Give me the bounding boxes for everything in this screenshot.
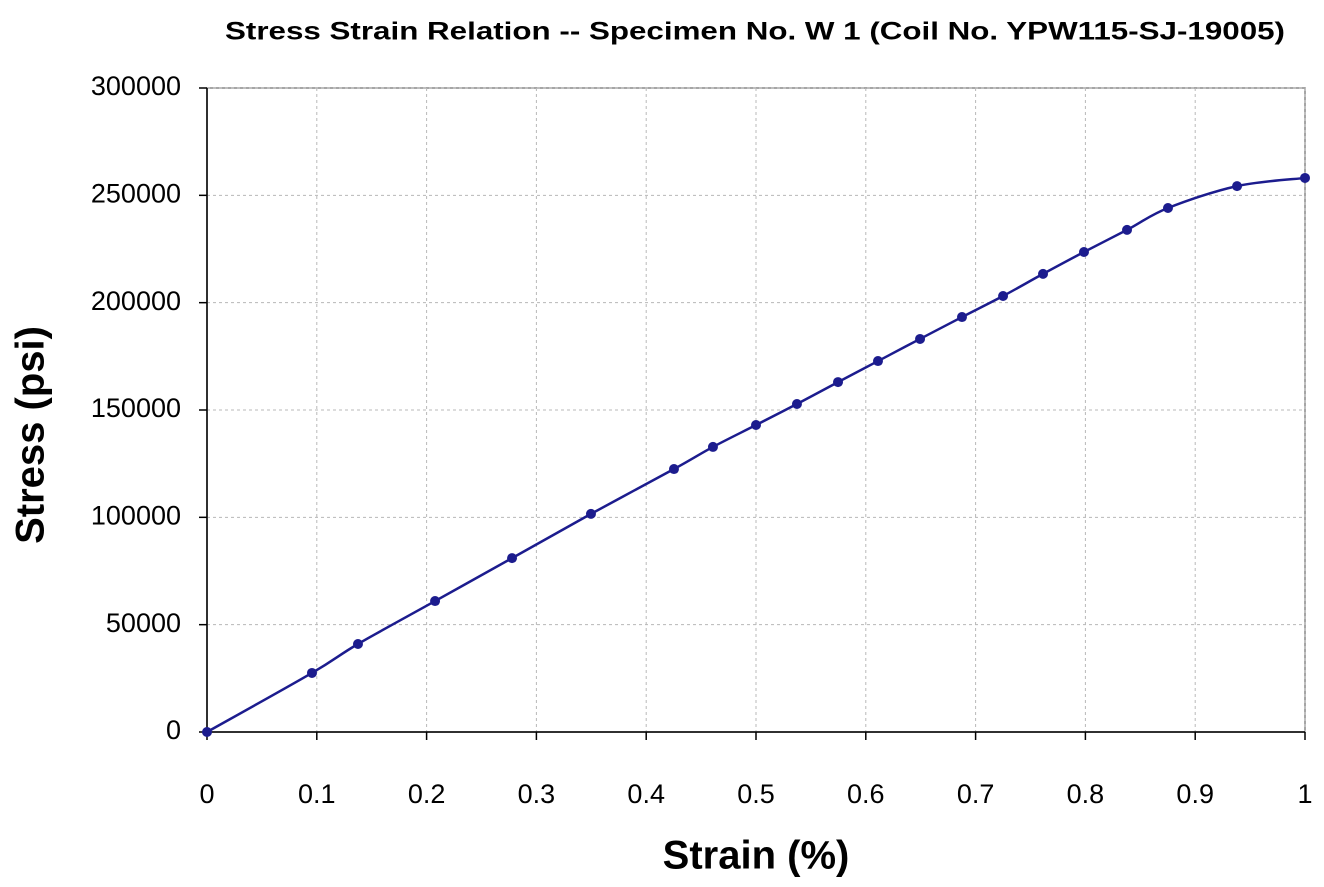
- data-point: [668, 464, 679, 475]
- data-point: [1162, 202, 1173, 213]
- data-point: [751, 420, 761, 431]
- x-tick-label: 0.2: [408, 779, 446, 809]
- y-tick-label: 100000: [91, 500, 181, 530]
- data-point: [833, 377, 844, 388]
- x-tick-label: 0.9: [1176, 779, 1214, 809]
- data-point: [202, 727, 212, 737]
- x-tick-label: 0.7: [957, 779, 995, 809]
- x-tick-label: 0.3: [518, 779, 556, 809]
- y-tick-label: 0: [166, 715, 181, 745]
- x-tick-label: 0.8: [1067, 779, 1105, 809]
- chart-title: Stress Strain Relation -- Specimen No. W…: [225, 18, 1285, 46]
- x-axis-label: Strain (%): [663, 834, 850, 878]
- y-tick-label: 50000: [106, 608, 181, 638]
- data-point: [306, 667, 317, 678]
- data-point: [707, 441, 718, 452]
- data-point: [956, 312, 967, 323]
- data-point: [915, 333, 926, 344]
- data-point: [1078, 247, 1089, 258]
- data-point: [998, 291, 1009, 302]
- y-tick-label: 150000: [91, 393, 181, 423]
- data-point: [507, 553, 518, 564]
- data-point: [585, 508, 596, 519]
- x-tick-label: 1: [1297, 779, 1312, 809]
- x-tick-label: 0: [199, 779, 214, 809]
- x-tick-label: 0.6: [847, 779, 885, 809]
- y-tick-label: 300000: [91, 71, 181, 101]
- x-tick-label: 0.5: [737, 779, 775, 809]
- x-tick-label: 0.1: [298, 779, 336, 809]
- data-point: [430, 596, 441, 607]
- y-tick-label: 250000: [91, 178, 181, 208]
- data-point: [352, 638, 363, 649]
- x-tick-label: 0.4: [627, 779, 665, 809]
- y-tick-label: 200000: [91, 286, 181, 316]
- data-point: [791, 398, 802, 409]
- data-point: [872, 356, 883, 367]
- y-axis-label: Stress (psi): [9, 326, 53, 544]
- data-point: [1038, 268, 1049, 279]
- data-point: [1300, 172, 1310, 183]
- data-point: [1232, 181, 1243, 192]
- data-point: [1122, 224, 1133, 235]
